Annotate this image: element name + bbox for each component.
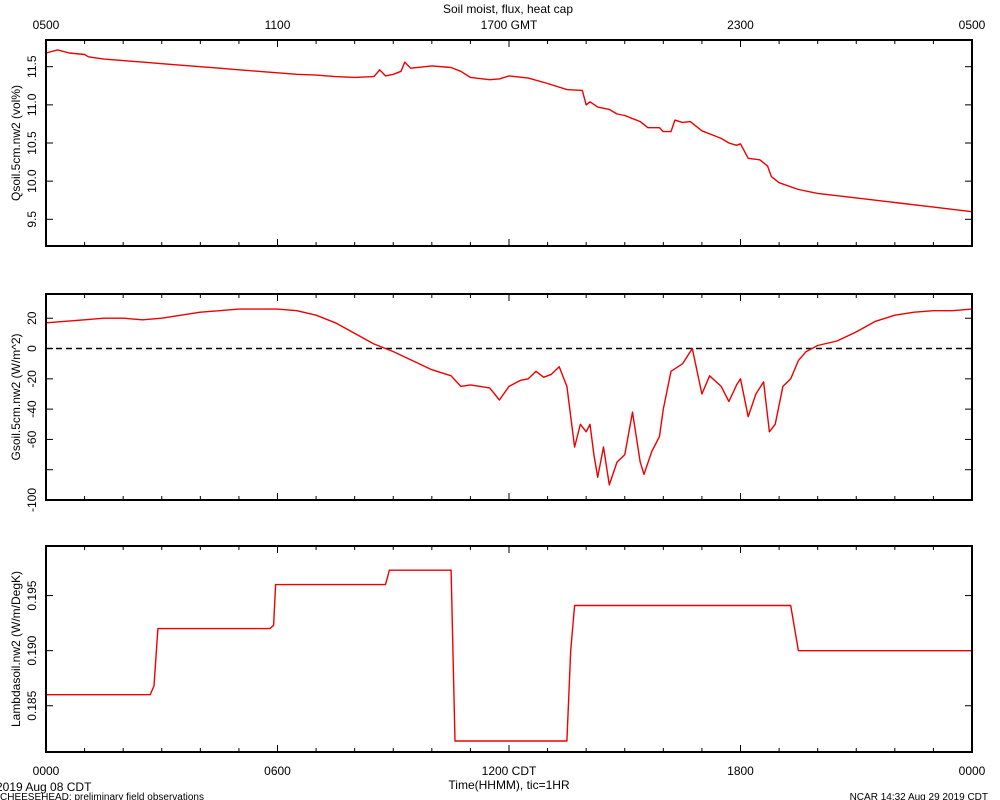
date-label: 2019 Aug 08 CDT	[0, 780, 92, 794]
series-line-1	[45, 308, 973, 486]
top-axis-label: 1700 GMT	[481, 18, 538, 32]
y-tick-label: 0.195	[25, 580, 39, 610]
bottom-axis-label: 1200 CDT	[482, 764, 537, 778]
bottom-axis-label: 1800	[727, 764, 754, 778]
y-tick-label: -60	[25, 430, 39, 448]
bottom-axis-label: 0000	[33, 764, 60, 778]
y-tick-label: 0.185	[25, 690, 39, 720]
plot-frame	[45, 293, 973, 501]
y-tick-label: -20	[25, 370, 39, 388]
top-axis-label: 2300	[727, 18, 754, 32]
footer-right: NCAR 14:32 Aug 29 2019 CDT	[850, 792, 988, 800]
chart-title: Soil moist, flux, heat cap	[443, 2, 573, 16]
y-tick-label: 20	[25, 311, 39, 325]
y-tick-label: -100	[25, 488, 39, 512]
plot-frame	[45, 545, 973, 753]
x-axis-label: Time(HHMM), tic=1HR	[448, 778, 570, 792]
y-tick-label: 0.190	[25, 635, 39, 665]
plot-frame	[45, 39, 973, 247]
series-line-1	[45, 49, 973, 213]
y-tick-label: 10.5	[25, 131, 39, 155]
top-axis-labels: 0500 1100 1700 GMT 2300 0500	[33, 18, 986, 32]
footer-left: CHEESEHEAD: preliminary field observatio…	[0, 792, 204, 800]
bottom-axis-labels: 0000 0600 1200 CDT 1800 0000	[33, 764, 986, 778]
y-tick-label: 0	[25, 345, 39, 352]
top-axis-label: 0500	[33, 18, 60, 32]
y-tick-label: 10.0	[25, 169, 39, 193]
y-tick-label: 11.5	[25, 55, 39, 78]
panel-2: 20 0 -20 -40 -60 -100 Gsoil.5cm.nw2 (W/m^2)	[9, 293, 973, 512]
y-tick-label: 9.5	[25, 211, 39, 228]
top-axis-label: 0500	[959, 18, 986, 32]
bottom-axis-label: 0000	[959, 764, 986, 778]
top-axis-label: 1100	[265, 18, 291, 32]
y-axis-label: Lambdasoil.nw2 (W/m/DegK)	[9, 571, 23, 727]
y-axis-label: Qsoil.5cm.nw2 (vol%)	[9, 85, 23, 201]
y-tick-label: 11.0	[25, 93, 39, 116]
y-axis-label: Gsoil.5cm.nw2 (W/m^2)	[9, 334, 23, 461]
y-tick-label: -40	[25, 400, 39, 418]
series-line-1	[46, 569, 972, 742]
bottom-axis-label: 0600	[264, 764, 291, 778]
